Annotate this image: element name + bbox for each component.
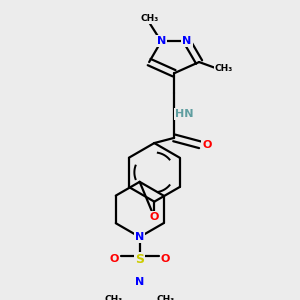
Text: N: N xyxy=(135,277,144,287)
Text: CH₃: CH₃ xyxy=(215,64,233,74)
Text: N: N xyxy=(182,36,192,46)
Text: O: O xyxy=(109,254,119,264)
Text: CH₃: CH₃ xyxy=(140,14,158,22)
Text: N: N xyxy=(135,232,144,242)
Text: HN: HN xyxy=(175,109,194,119)
Text: CH₃: CH₃ xyxy=(156,296,175,300)
Text: S: S xyxy=(135,253,144,266)
Text: CH₃: CH₃ xyxy=(105,296,123,300)
Text: N: N xyxy=(157,36,166,46)
Text: O: O xyxy=(150,212,159,222)
Text: O: O xyxy=(161,254,170,264)
Text: O: O xyxy=(202,140,212,150)
